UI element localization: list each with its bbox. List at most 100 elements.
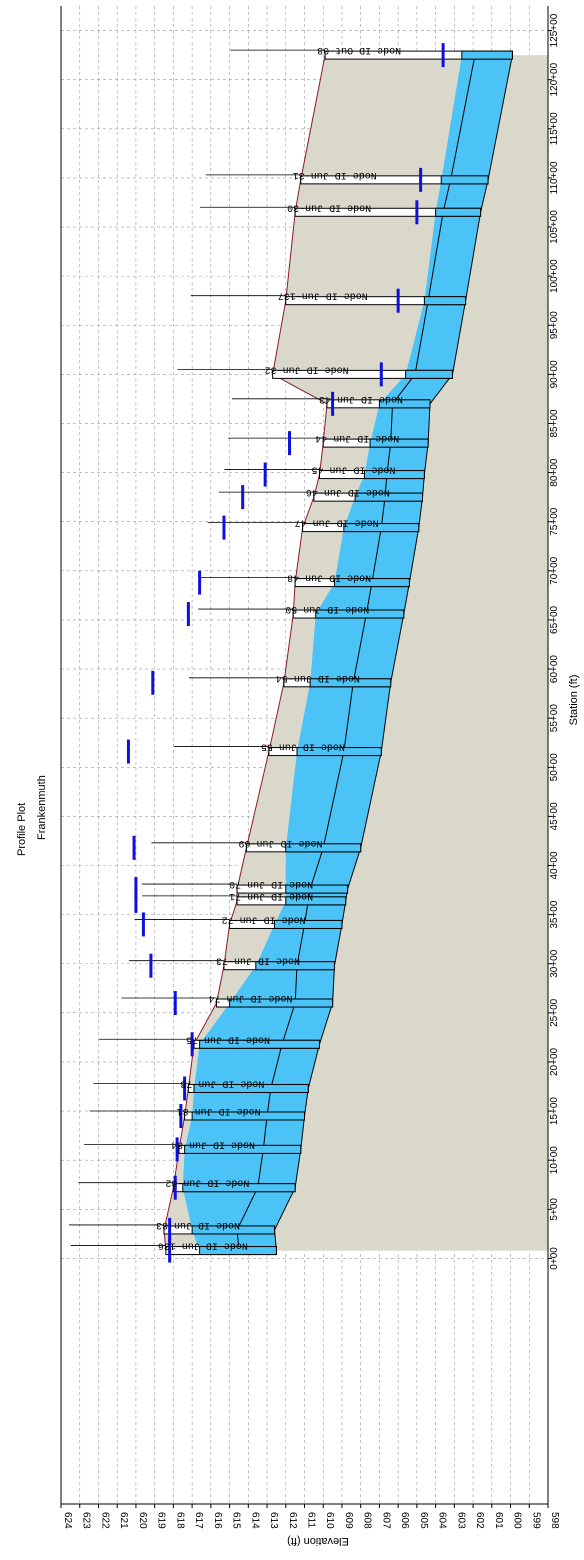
node-label: Node ID Jun-82: [165, 1177, 249, 1189]
node-label: Node ID Jun-83: [156, 1219, 240, 1231]
manhole-water: [343, 523, 420, 533]
y-tick-label: 613: [268, 1512, 279, 1529]
manhole-water: [255, 961, 335, 971]
x-tick-label: 70+00: [549, 556, 560, 585]
x-tick-label: 90+00: [549, 360, 560, 389]
x-tick-label: 60+00: [549, 655, 560, 684]
manhole-water: [378, 399, 431, 409]
manhole-water: [363, 470, 425, 480]
node-label: Node ID Jun-31: [293, 169, 377, 181]
manhole-water: [191, 1225, 276, 1235]
manhole-water: [354, 492, 424, 502]
ground-fill: [274, 55, 548, 1251]
x-tick-label: 120+00: [549, 62, 560, 96]
x-tick-label: 115+00: [549, 112, 560, 145]
y-tick-label: 619: [156, 1512, 167, 1529]
manhole-water: [191, 1111, 305, 1121]
x-tick-label: 75+00: [549, 507, 560, 536]
y-tick-label: 607: [380, 1512, 391, 1529]
manhole-water: [369, 438, 429, 448]
node-label: Node ID Jun-32: [265, 363, 349, 375]
x-tick-label: 50+00: [549, 753, 560, 782]
y-tick-label: 599: [530, 1512, 541, 1529]
y-tick-label: 606: [399, 1512, 410, 1529]
y-tick-label: 609: [343, 1512, 354, 1529]
x-tick-label: 105+00: [549, 210, 560, 244]
node-label: Node ID Jun-54: [276, 672, 360, 684]
x-tick-label: 20+00: [549, 1047, 560, 1076]
y-tick-label: 605: [418, 1512, 429, 1529]
x-axis-label: Station (ft): [568, 675, 580, 726]
ground-area: [164, 55, 548, 1251]
node-label: Node ID Jun-48: [287, 572, 371, 584]
node-label: Node ID Jun-55: [261, 741, 345, 753]
manhole-water: [199, 1246, 277, 1256]
y-tick-label: 598: [549, 1512, 560, 1529]
manhole-water: [184, 1144, 302, 1154]
y-tick-label: 623: [81, 1512, 92, 1529]
y-tick-label: 621: [118, 1512, 129, 1529]
water-area: [182, 55, 513, 1251]
node-label: Node ID Jun-75: [186, 1033, 270, 1045]
y-axis-label: Elevation (ft): [287, 1535, 349, 1547]
water-fill: [182, 55, 513, 1251]
nodes: Node ID Jun-136 Node ID Jun-83 Node ID Jun…: [69, 43, 513, 1263]
x-tick-label: 110+00: [549, 161, 560, 194]
x-tick-label: 125+00: [549, 13, 560, 47]
x-tick-label: 95+00: [549, 311, 560, 340]
node-label: Node ID Jun-72: [222, 913, 306, 925]
axes: 598 599 600 601 602 603 604 605 606 607 608 609 610 6…: [60, 6, 560, 1529]
x-tick-label: 30+00: [549, 949, 560, 978]
node-label: Node ID Jun-30: [287, 201, 371, 213]
manhole-water: [229, 998, 334, 1008]
x-tick-label: 80+00: [549, 458, 560, 487]
manhole-water: [423, 296, 467, 306]
node-label: Node ID Jun-73: [216, 955, 300, 967]
y-tick-label: 604: [437, 1512, 448, 1529]
y-tick-label: 620: [137, 1512, 148, 1529]
node-label: Node ID Jun-50: [285, 603, 369, 615]
soil-fill: [164, 55, 462, 1251]
node-label: Node ID Out-08: [317, 44, 401, 56]
node-label: Node ID Jun-70: [229, 878, 313, 890]
y-tick-label: 618: [174, 1512, 185, 1529]
y-tick-label: 622: [99, 1512, 110, 1529]
manhole-water: [274, 919, 343, 929]
y-tick-label: 602: [474, 1512, 485, 1529]
y-tick-label: 600: [512, 1512, 523, 1529]
node-label: Node ID Jun-43: [319, 393, 403, 405]
manhole-water: [199, 1039, 320, 1049]
y-tick-label: 612: [287, 1512, 298, 1529]
manhole-water: [285, 884, 349, 894]
y-tick-label: 603: [455, 1512, 466, 1529]
x-tick-label: 0+00: [549, 1247, 560, 1270]
manhole-water: [285, 896, 347, 906]
manhole-water: [461, 50, 513, 60]
manhole-water: [309, 678, 392, 688]
node-label: Node ID Jun-136: [158, 1240, 248, 1252]
x-tick-label: 10+00: [549, 1146, 560, 1175]
node-label: Node ID Jun-44: [315, 432, 399, 444]
manhole-water: [182, 1183, 296, 1193]
y-tick-label: 617: [193, 1512, 204, 1529]
y-tick-label: 601: [493, 1512, 504, 1529]
y-tick-label: 615: [231, 1512, 242, 1529]
manhole-water: [333, 578, 410, 588]
x-tick-label: 15+00: [549, 1097, 560, 1126]
x-tick-label: 45+00: [549, 802, 560, 831]
manhole-water: [440, 175, 489, 185]
manhole-water: [315, 609, 405, 619]
y-tick-label: 624: [62, 1512, 73, 1529]
manhole-water: [296, 747, 382, 757]
x-tick-label: 55+00: [549, 704, 560, 733]
x-tick-label: 35+00: [549, 900, 560, 929]
x-tick-label: 25+00: [549, 998, 560, 1027]
node-label: Node ID Jun-46: [306, 486, 390, 498]
node-label: Node ID Jun-45: [311, 464, 395, 476]
x-tick-label: 100+00: [549, 259, 560, 293]
manhole-water: [435, 207, 482, 217]
node-label: Node ID Jun-74: [208, 992, 292, 1004]
x-tick-label: 5+00: [549, 1198, 560, 1221]
node-label: Node ID Jun-137: [278, 290, 368, 302]
